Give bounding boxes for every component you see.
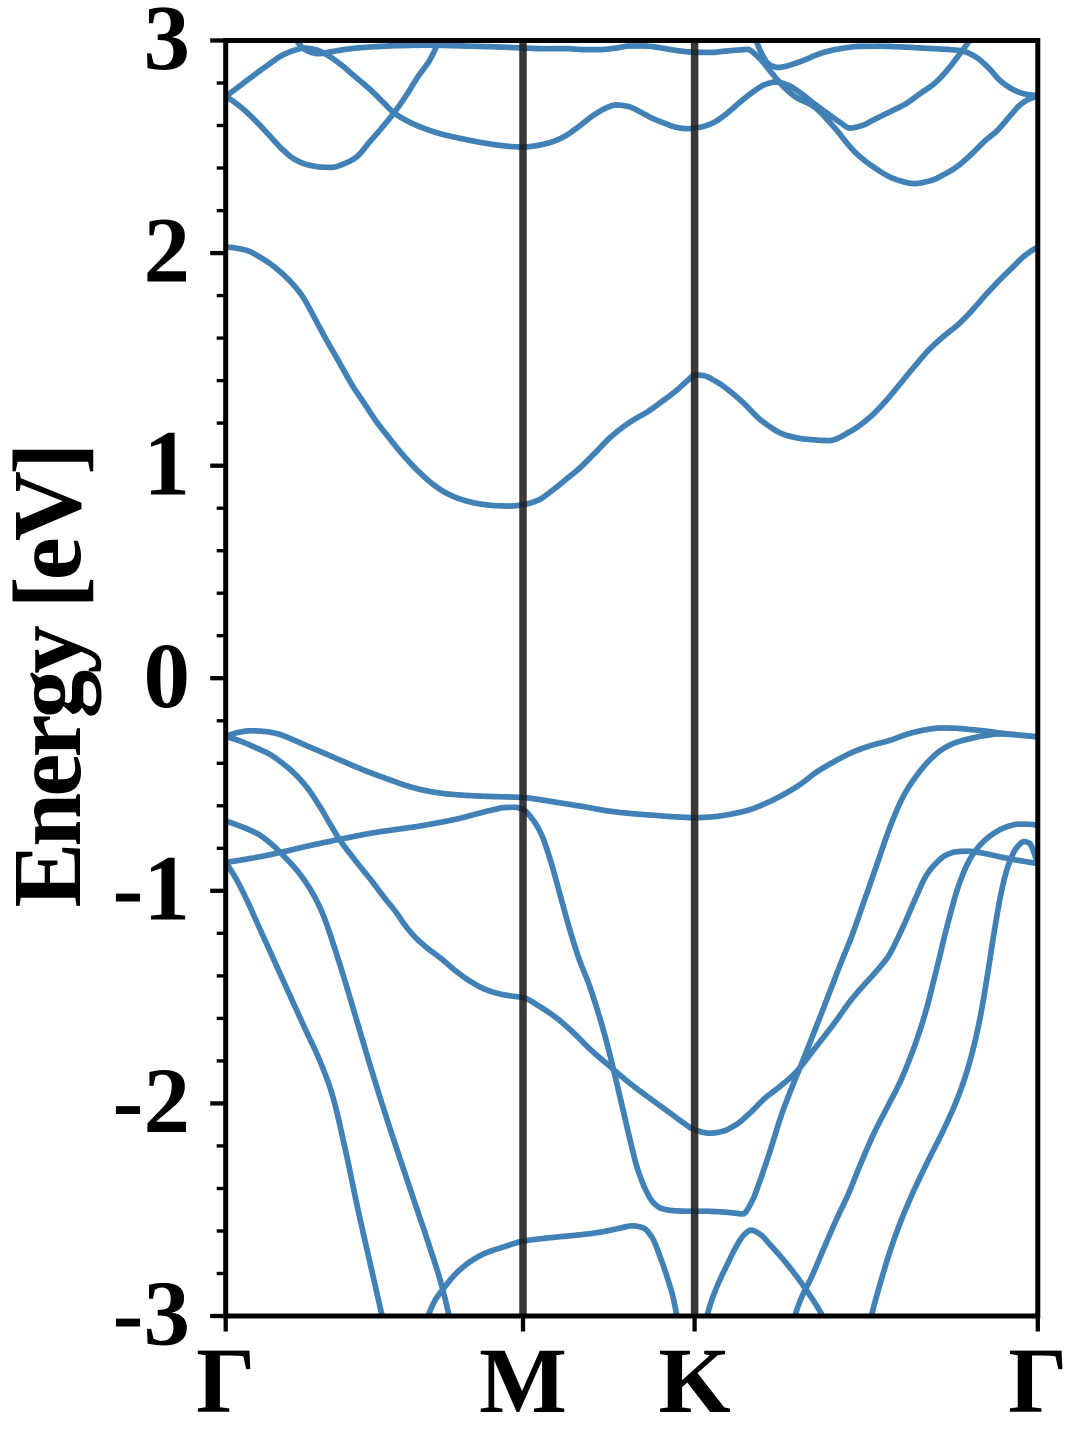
svg-text:-1: -1 [113,837,190,940]
svg-text:-2: -2 [113,1050,190,1153]
svg-text:-3: -3 [113,1263,190,1366]
svg-text:2: 2 [144,200,191,303]
svg-text:M: M [479,1330,567,1433]
svg-text:Energy [eV]: Energy [eV] [0,446,101,907]
svg-text:K: K [658,1330,730,1433]
svg-text:Γ: Γ [196,1330,255,1433]
svg-text:3: 3 [144,0,191,90]
svg-text:1: 1 [144,412,191,515]
svg-text:0: 0 [144,625,191,728]
svg-text:Γ: Γ [1008,1330,1067,1433]
